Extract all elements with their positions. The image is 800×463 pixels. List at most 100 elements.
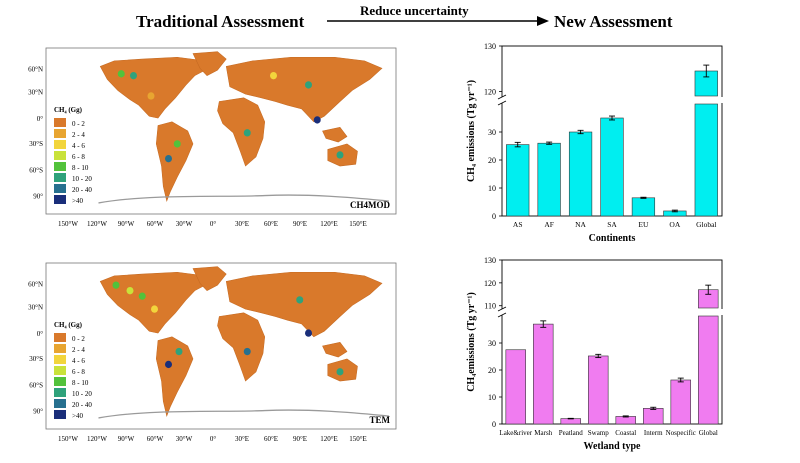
legend-label: 8 - 10: [72, 379, 89, 387]
legend-swatch: [54, 366, 66, 375]
latitude-label: 90°: [33, 408, 43, 416]
legend-label: 2 - 4: [72, 346, 85, 354]
x-tick-label: Lake&river: [499, 429, 532, 437]
continent-shape: [322, 127, 348, 143]
wetland-hotspot: [147, 92, 155, 100]
legend-swatch: [54, 140, 66, 149]
longitude-label: 60°W: [147, 435, 164, 443]
continent-shape: [192, 266, 227, 292]
axis-break-gap: [498, 97, 726, 103]
legend-swatch: [54, 195, 66, 204]
latitude-label: 90°: [33, 193, 43, 201]
wetland-hotspot: [130, 71, 137, 80]
left-title: Traditional Assessment: [136, 12, 305, 31]
wetland-hotspot: [270, 71, 277, 80]
y-tick-label: 120: [484, 87, 496, 96]
wetland-hotspot: [126, 286, 134, 295]
bar: [631, 197, 656, 217]
longitude-label: 30°E: [235, 220, 249, 228]
wetland-hotspot: [243, 347, 251, 356]
legend-swatch: [54, 162, 66, 171]
x-axis-title: Continents: [589, 233, 636, 244]
legend-label: 8 - 10: [72, 164, 89, 172]
legend-title: CH₄ (Gg): [54, 321, 83, 329]
x-tick-label: Peatland: [559, 429, 584, 437]
arrow-label: Reduce uncertainty: [360, 3, 469, 18]
x-axis-title: Wetland type: [584, 441, 642, 452]
wetland-hotspot: [175, 347, 183, 356]
longitude-label: 0°: [210, 220, 217, 228]
continent-shape: [217, 97, 266, 167]
legend-swatch: [54, 129, 66, 138]
y-tick-label: 0: [492, 212, 496, 221]
continent-shape: [322, 342, 348, 358]
bar: [537, 142, 561, 217]
legend-label: 4 - 6: [72, 142, 85, 150]
latitude-label: 0°: [37, 330, 44, 338]
longitude-label: 90°W: [118, 435, 135, 443]
legend-swatch: [54, 333, 66, 342]
legend-label: 10 - 20: [72, 175, 92, 183]
x-tick-label: Global: [699, 429, 718, 437]
legend-label: 20 - 40: [72, 401, 92, 409]
continent-shape: [217, 312, 266, 382]
right-arrow-icon: [327, 16, 549, 26]
axis-break-mark: [497, 94, 507, 100]
latitude-label: 30°S: [29, 140, 43, 148]
x-tick-label: Marsh: [534, 429, 552, 437]
legend-swatch: [54, 173, 66, 182]
wetland-hotspot: [336, 368, 344, 376]
latitude-label: 30°N: [28, 303, 43, 311]
x-tick-label: Coastal: [615, 429, 636, 437]
continent-shape: [99, 56, 210, 119]
y-tick-label: 130: [484, 256, 496, 265]
continent-shape: [225, 271, 383, 338]
longitude-label: 30°E: [235, 435, 249, 443]
wetland-hotspot: [305, 81, 312, 89]
bar: [588, 355, 609, 425]
wetland-hotspot: [151, 305, 158, 313]
x-tick-label: NA: [575, 220, 586, 229]
model-label: TEM: [369, 415, 390, 425]
wetland-hotspot: [243, 129, 251, 137]
wetland-hotspot: [138, 292, 146, 300]
x-tick-label: AS: [513, 220, 523, 229]
latitude-label: 60°S: [29, 167, 43, 175]
x-tick-label: OA: [669, 220, 680, 229]
legend-label: 10 - 20: [72, 390, 92, 398]
tem-emission-map: 60°N 30°N 0° 30°S 60°S 90° 150°W 120°W 90°W 60°W 3…: [28, 262, 397, 443]
legend-swatch: [54, 151, 66, 160]
bar: [694, 103, 718, 217]
legend-label: 0 - 2: [72, 120, 85, 128]
antarctica-outline: [98, 409, 390, 419]
wetland-hotspot: [305, 329, 312, 337]
plot-frame: [501, 259, 723, 425]
longitude-label: 60°E: [264, 435, 278, 443]
y-tick-label: 130: [484, 42, 496, 51]
model-label: CH4MOD: [350, 200, 390, 210]
wetland-hotspot: [336, 151, 344, 159]
legend-swatch: [54, 344, 66, 353]
wetland-hotspot: [112, 281, 120, 289]
land-group: [98, 51, 390, 204]
longitude-label: 120°W: [87, 435, 107, 443]
y-tick-label: 10: [488, 184, 496, 193]
longitude-label: 150°E: [349, 220, 367, 228]
y-axis-title: CH₄emissions (Tg yr⁻¹): [466, 292, 477, 392]
bar: [643, 408, 664, 425]
legend-label: 0 - 2: [72, 335, 85, 343]
longitude-label: 90°W: [118, 220, 135, 228]
legend-label: 4 - 6: [72, 357, 85, 365]
bar: [505, 349, 526, 425]
continent-shape: [99, 271, 210, 334]
latitude-label: 60°S: [29, 382, 43, 390]
bar: [670, 379, 691, 425]
wetland-hotspot: [296, 296, 304, 304]
ch4mod-emission-map: 60°N 30°N 0° 30°S 60°S 90° 150°W 120°W 90°W 60°W 3…: [28, 47, 397, 228]
legend-label: 20 - 40: [72, 186, 92, 194]
longitude-label: 150°E: [349, 435, 367, 443]
y-axis-title: CH₄ emissions (Tg yr⁻¹): [466, 80, 477, 182]
wetland-hotspot: [173, 140, 181, 148]
bar: [506, 144, 530, 217]
longitude-label: 150°W: [58, 220, 78, 228]
